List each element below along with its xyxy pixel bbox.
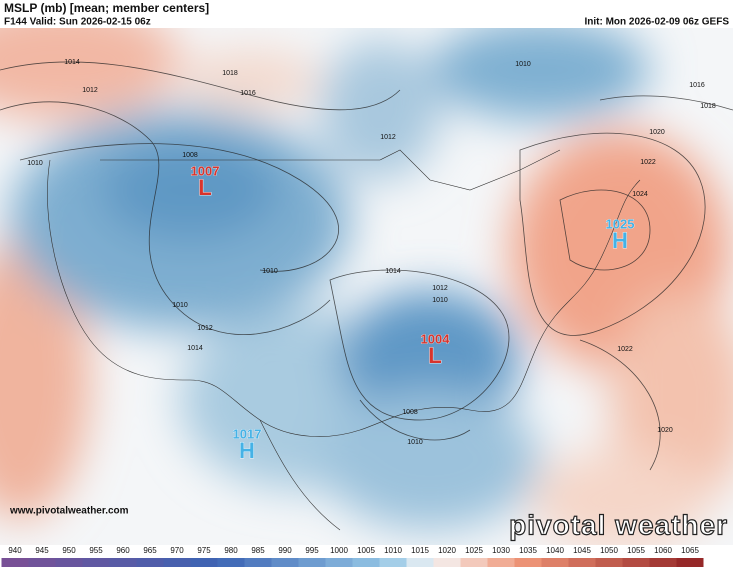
- isobar-label: 1010: [262, 268, 278, 275]
- isobar-label: 1010: [407, 439, 423, 446]
- colorbar-swatch: [595, 558, 623, 567]
- logo: pivotal weather: [509, 509, 728, 540]
- colorbar-swatch: [325, 558, 353, 567]
- colorbar-swatch: [136, 558, 164, 567]
- colorbar-label: 970: [170, 546, 184, 555]
- colorbar-swatch: [379, 558, 407, 567]
- isobar-label: 1012: [82, 87, 98, 94]
- colorbar-label: 1015: [411, 546, 429, 555]
- colorbar-label: 945: [35, 546, 49, 555]
- colorbar-swatch: [514, 558, 542, 567]
- colorbar-swatch: [649, 558, 677, 567]
- colorbar-label: 1065: [681, 546, 699, 555]
- colorbar-label: 985: [251, 546, 265, 555]
- colorbar-label: 1030: [492, 546, 510, 555]
- isobar-label: 1022: [640, 159, 656, 166]
- isobar-label: 1012: [380, 134, 396, 141]
- center-symbol: L: [198, 175, 211, 200]
- isobar-label: 1014: [385, 268, 401, 275]
- isobar-label: 1010: [432, 297, 448, 304]
- center-symbol: H: [239, 438, 255, 463]
- colorbar-swatch: [217, 558, 245, 567]
- colorbar-swatch: [82, 558, 110, 567]
- colorbar-swatch: [271, 558, 299, 567]
- colorbar-swatch: [352, 558, 380, 567]
- colorbar-label: 1025: [465, 546, 483, 555]
- colorbar-label: 980: [224, 546, 238, 555]
- center-symbol: L: [428, 343, 441, 368]
- colorbar-swatch: [487, 558, 515, 567]
- colorbar-label: 1045: [573, 546, 591, 555]
- center-value: 1004: [421, 331, 451, 346]
- isobar-label: 1012: [432, 285, 448, 292]
- colorbar-swatch: [55, 558, 83, 567]
- colorbar-label: 1020: [438, 546, 456, 555]
- center-value: 1007: [191, 163, 220, 178]
- isobar-label: 1016: [689, 82, 705, 89]
- isobar-label: 1014: [187, 345, 203, 352]
- colorbar-swatch: [28, 558, 56, 567]
- colorbar-swatch: [541, 558, 569, 567]
- isobar-label: 1010: [27, 160, 43, 167]
- pressure-field: [0, 28, 733, 545]
- isobar-label: 1018: [222, 70, 238, 77]
- colorbar-swatch: [190, 558, 218, 567]
- colorbar-swatch: [568, 558, 596, 567]
- isobar-label: 1018: [700, 103, 716, 110]
- colorbar-swatch: [622, 558, 650, 567]
- colorbar-label: 960: [116, 546, 130, 555]
- colorbar-label: 955: [89, 546, 103, 555]
- colorbar-swatch: [298, 558, 326, 567]
- init-time: Init: Mon 2026-02-09 06z GEFS: [585, 17, 730, 28]
- colorbar-label: 1000: [330, 546, 348, 555]
- colorbar-label: 1010: [384, 546, 402, 555]
- colorbar-swatch: [676, 558, 704, 567]
- isobar-lines: [0, 61, 733, 471]
- isobar-label: 1008: [182, 152, 198, 159]
- colorbar-swatch: [406, 558, 434, 567]
- colorbar-swatch: [244, 558, 272, 567]
- isobar-label: 1010: [172, 302, 188, 309]
- center-value: 1017: [233, 426, 262, 441]
- isobar-label: 1010: [515, 61, 531, 68]
- colorbar-swatch: [109, 558, 137, 567]
- colorbar-label: 1035: [519, 546, 537, 555]
- boundaries: [47, 149, 641, 531]
- colorbar-label: 940: [8, 546, 22, 555]
- isobar-label: 1016: [240, 90, 256, 97]
- map-title: MSLP (mb) [mean; member centers]: [4, 1, 209, 15]
- colorbar-label: 1055: [627, 546, 645, 555]
- colorbar-label: 965: [143, 546, 157, 555]
- colorbar-label: 975: [197, 546, 211, 555]
- isobar-label: 1014: [64, 59, 80, 66]
- isobar-label: 1012: [197, 325, 213, 332]
- colorbar-label: 1050: [600, 546, 618, 555]
- isobar-label: 1024: [632, 191, 648, 198]
- colorbar-label: 1060: [654, 546, 672, 555]
- center-symbol: H: [612, 228, 628, 253]
- colorbar-swatch: [460, 558, 488, 567]
- colorbar-label: 950: [62, 546, 76, 555]
- isobar-label: 1020: [657, 427, 673, 434]
- colorbar-label: 1005: [357, 546, 375, 555]
- site-url: www.pivotalweather.com: [9, 506, 129, 517]
- colorbar-swatch: [433, 558, 461, 567]
- valid-time: F144 Valid: Sun 2026-02-15 06z: [4, 17, 151, 28]
- center-value: 1025: [606, 216, 635, 231]
- isobar-label: 1008: [402, 409, 418, 416]
- colorbar-label: 995: [305, 546, 319, 555]
- colorbar-swatch: [1, 558, 29, 567]
- isobar-label: 1020: [649, 129, 665, 136]
- colorbar-swatch: [163, 558, 191, 567]
- colorbar-label: 1040: [546, 546, 564, 555]
- colorbar-label: 990: [278, 546, 292, 555]
- isobar-label: 1022: [617, 346, 633, 353]
